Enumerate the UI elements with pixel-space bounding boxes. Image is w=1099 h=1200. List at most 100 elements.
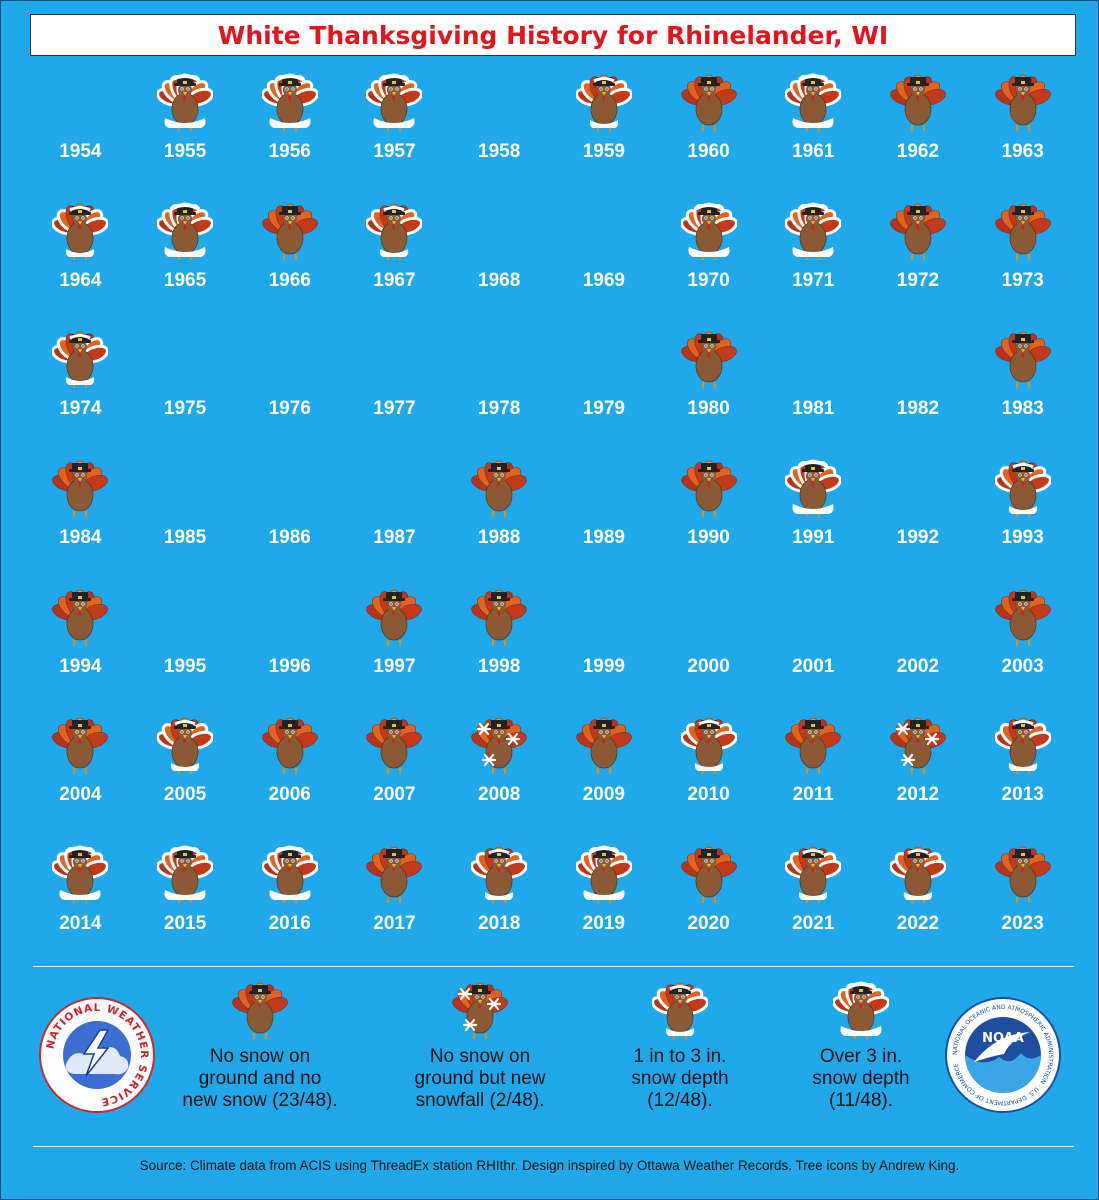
year-label: 1996 bbox=[268, 655, 311, 677]
turkey-snow-over-3-in-icon bbox=[260, 72, 319, 134]
year-label: 1989 bbox=[582, 527, 625, 549]
year-cell: 2018 bbox=[447, 838, 552, 966]
year-label: 1986 bbox=[268, 527, 311, 549]
year-label: 1975 bbox=[163, 398, 207, 420]
year-label: 1965 bbox=[163, 269, 207, 291]
year-cell: 1980 bbox=[656, 323, 761, 451]
turkey-snow-over-3-in-icon bbox=[832, 980, 890, 1042]
turkey-no-snow-icon bbox=[994, 587, 1051, 649]
year-cell: 2022 bbox=[866, 838, 971, 966]
legend-item-1to3: 1 in to 3 in. snow depth (12/48). bbox=[608, 980, 752, 1112]
turkey-no-snow-icon bbox=[890, 201, 946, 263]
year-label: 2005 bbox=[163, 784, 207, 806]
year-cell: 1968 bbox=[447, 195, 552, 323]
year-cell: 2003 bbox=[970, 581, 1075, 709]
year-cell: 2021 bbox=[761, 838, 866, 966]
turkey-snow-over-3-in-icon bbox=[365, 72, 424, 134]
turkey-snow-1-3-in-icon bbox=[51, 329, 110, 391]
year-label: 1995 bbox=[163, 655, 207, 677]
year-cell: 2006 bbox=[237, 709, 342, 837]
year-cell: 1992 bbox=[866, 452, 971, 580]
year-cell: 2004 bbox=[28, 709, 133, 837]
year-label: 2002 bbox=[896, 655, 940, 677]
page-title: White Thanksgiving History for Rhineland… bbox=[217, 20, 889, 50]
legend-text-line: snow depth bbox=[812, 1068, 910, 1089]
turkey-snow-1-3-in-icon bbox=[679, 715, 738, 777]
year-cell: 1982 bbox=[866, 323, 971, 451]
turkey-snow-1-3-in-icon bbox=[784, 844, 843, 906]
noaa-logo: NOAA NATIONAL OCEANIC AND ATMOSPHERIC AD… bbox=[944, 996, 1062, 1119]
turkey-snow-1-3-in-icon bbox=[365, 201, 424, 263]
year-label: 2022 bbox=[896, 913, 940, 935]
turkey-new-snowfall-icon bbox=[890, 715, 946, 777]
turkey-snow-over-3-in-icon bbox=[156, 72, 214, 134]
turkey-snow-1-3-in-icon bbox=[470, 844, 529, 906]
year-cell: 2002 bbox=[866, 581, 971, 709]
year-cell: 1988 bbox=[447, 452, 552, 580]
turkey-new-snowfall-icon bbox=[452, 980, 508, 1042]
year-cell: 1965 bbox=[133, 195, 238, 323]
year-cell: 1995 bbox=[133, 581, 238, 709]
year-label: 1984 bbox=[59, 527, 102, 549]
year-cell: 1989 bbox=[552, 452, 657, 580]
turkey-no-snow-icon bbox=[680, 458, 737, 520]
legend-text-line: snow depth bbox=[631, 1068, 729, 1089]
year-cell: 2000 bbox=[656, 581, 761, 709]
year-cell: 1985 bbox=[133, 452, 238, 580]
year-cell: 1974 bbox=[28, 323, 133, 451]
legend-text-line: No snow on bbox=[429, 1046, 531, 1067]
legend-text-line: Over 3 in. bbox=[819, 1046, 903, 1067]
legend-text-line: snowfall (2/48). bbox=[415, 1090, 545, 1111]
turkey-snow-over-3-in-icon bbox=[574, 844, 633, 906]
year-row: 2004 2005 2006 2007 2008 2009 2010 2011 2012 2013 bbox=[28, 709, 1078, 838]
turkey-snow-1-3-in-icon bbox=[651, 980, 709, 1042]
year-cell: 1955 bbox=[133, 66, 238, 194]
year-cell: 1956 bbox=[237, 66, 342, 194]
year-label: 2016 bbox=[268, 913, 311, 935]
year-cell: 1991 bbox=[761, 452, 866, 580]
year-label: 2003 bbox=[1001, 655, 1044, 677]
year-label: 2019 bbox=[582, 913, 625, 935]
turkey-no-snow-icon bbox=[994, 72, 1051, 134]
year-label: 1973 bbox=[1001, 269, 1044, 291]
year-label: 1988 bbox=[478, 527, 521, 549]
year-cell: 2012 bbox=[866, 709, 971, 837]
turkey-no-snow-icon bbox=[366, 587, 423, 649]
year-row: 1964 1965 1966 1967 1968 1969 1970 1971 1972 1973 bbox=[28, 195, 1078, 324]
legend-divider-top bbox=[33, 966, 1074, 967]
year-cell: 1954 bbox=[28, 66, 133, 194]
year-label: 1976 bbox=[268, 398, 311, 420]
year-label: 2007 bbox=[373, 784, 416, 806]
turkey-no-snow-icon bbox=[994, 329, 1051, 391]
year-label: 1985 bbox=[163, 527, 207, 549]
year-label: 1958 bbox=[478, 141, 521, 162]
year-label: 2023 bbox=[1001, 913, 1044, 935]
turkey-no-snow-icon bbox=[261, 201, 318, 263]
legend-text-line: ground but new bbox=[414, 1068, 546, 1089]
year-cell: 1990 bbox=[656, 452, 761, 580]
year-cell: 2013 bbox=[970, 709, 1075, 837]
year-row: 1994 1995 1996 1997 1998 1999 2000 2001 2002 2003 bbox=[28, 581, 1078, 710]
year-cell: 1970 bbox=[656, 195, 761, 323]
year-label: 1997 bbox=[373, 655, 416, 677]
year-label: 1978 bbox=[478, 398, 521, 420]
year-cell: 1986 bbox=[237, 452, 342, 580]
turkey-no-snow-icon bbox=[890, 72, 946, 134]
year-label: 1954 bbox=[59, 141, 102, 162]
legend-text-line: (11/48). bbox=[828, 1090, 894, 1111]
year-label: 2015 bbox=[163, 913, 207, 935]
year-row: 1954 1955 1956 1957 1958 1959 1960 1961 1962 1963 bbox=[28, 66, 1078, 195]
year-label: 1960 bbox=[687, 141, 730, 162]
turkey-no-snow-icon bbox=[366, 844, 423, 906]
year-label: 2021 bbox=[792, 913, 835, 935]
turkey-snow-1-3-in-icon bbox=[51, 201, 110, 263]
year-cell: 1962 bbox=[866, 66, 971, 194]
year-label: 1969 bbox=[582, 269, 625, 291]
turkey-snow-over-3-in-icon bbox=[784, 201, 843, 263]
year-cell: 1958 bbox=[447, 66, 552, 194]
year-label: 1963 bbox=[1001, 141, 1044, 162]
year-cell: 2008 bbox=[447, 709, 552, 837]
year-cell: 1993 bbox=[970, 452, 1075, 580]
year-label: 2017 bbox=[373, 913, 416, 935]
year-label: 1994 bbox=[59, 655, 102, 677]
